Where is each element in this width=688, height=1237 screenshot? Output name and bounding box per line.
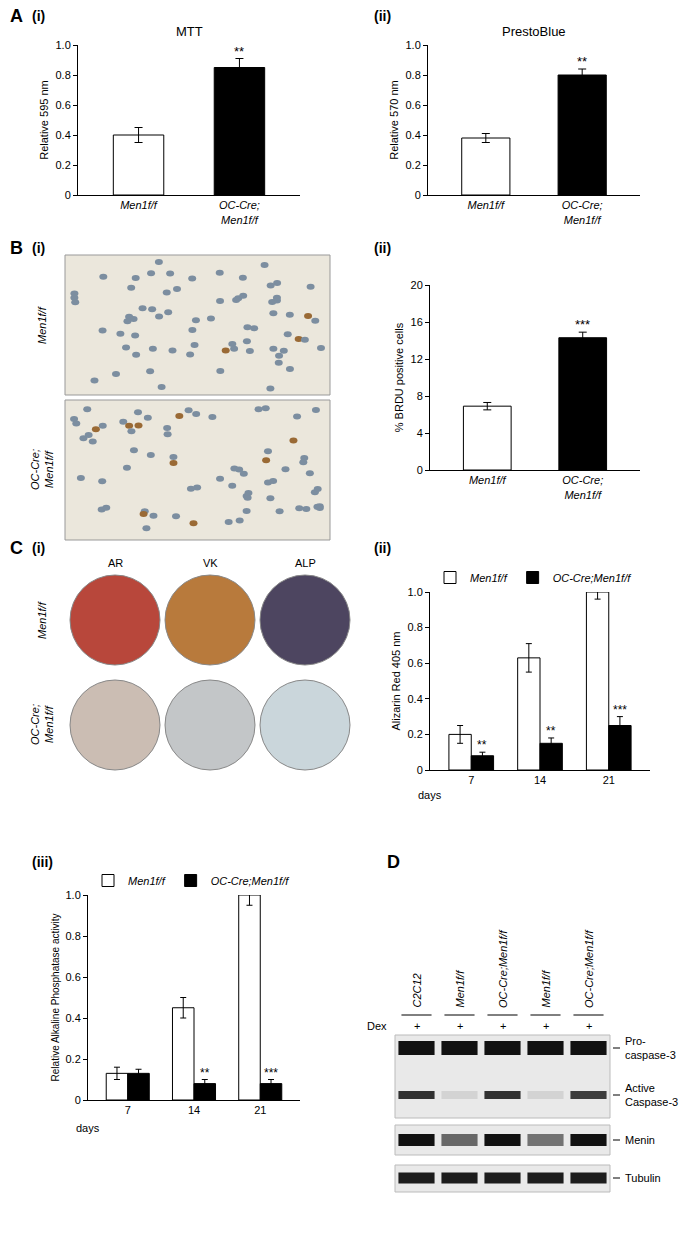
svg-text:(i): (i): [32, 240, 45, 256]
svg-text:21: 21: [254, 1104, 266, 1116]
svg-text:0.8: 0.8: [56, 69, 71, 81]
svg-text:Alizarin Red 405 nm: Alizarin Red 405 nm: [390, 631, 402, 730]
svg-text:OC-Cre;Men1f/f: OC-Cre;Men1f/f: [211, 875, 290, 887]
svg-text:**: **: [477, 738, 487, 752]
svg-text:1.0: 1.0: [406, 39, 421, 51]
svg-text:0: 0: [75, 1094, 81, 1106]
svg-text:0.4: 0.4: [56, 129, 71, 141]
svg-text:Men1f/f: Men1f/f: [36, 601, 48, 639]
svg-text:+: +: [543, 1020, 549, 1032]
svg-text:+: +: [414, 1020, 420, 1032]
svg-text:D: D: [387, 852, 400, 872]
svg-text:16: 16: [411, 316, 423, 328]
svg-text:VK: VK: [203, 557, 218, 569]
svg-text:7: 7: [125, 1104, 131, 1116]
svg-text:***: ***: [575, 317, 590, 332]
svg-text:ALP: ALP: [295, 557, 316, 569]
svg-text:Menin: Menin: [625, 1134, 655, 1146]
svg-text:12: 12: [411, 353, 423, 365]
svg-text:4: 4: [417, 427, 423, 439]
svg-text:8: 8: [417, 390, 423, 402]
svg-text:21: 21: [603, 774, 615, 786]
svg-text:1.0: 1.0: [408, 586, 423, 598]
svg-text:***: ***: [613, 703, 627, 717]
svg-text:Men1f/f: Men1f/f: [454, 970, 466, 1008]
svg-text:14: 14: [188, 1104, 200, 1116]
svg-text:0.6: 0.6: [56, 99, 71, 111]
svg-text:0.4: 0.4: [66, 1012, 81, 1024]
svg-text:Pro-caspase-3: Pro-caspase-3: [625, 1035, 676, 1061]
svg-text:days: days: [418, 789, 442, 801]
svg-text:0.2: 0.2: [66, 1053, 81, 1065]
svg-text:+: +: [586, 1020, 592, 1032]
svg-text:Men1f/f: Men1f/f: [540, 970, 552, 1008]
svg-text:Men1f/f: Men1f/f: [470, 572, 508, 584]
svg-text:(ii): (ii): [374, 8, 391, 24]
svg-text:ActiveCaspase-3: ActiveCaspase-3: [625, 1082, 678, 1108]
svg-text:0.2: 0.2: [406, 159, 421, 171]
svg-text:7: 7: [468, 774, 474, 786]
svg-text:C2C12: C2C12: [411, 973, 423, 1007]
svg-text:0.6: 0.6: [406, 99, 421, 111]
svg-text:A: A: [10, 6, 23, 26]
svg-text:**: **: [200, 1066, 210, 1080]
svg-text:MTT: MTT: [176, 24, 203, 39]
svg-text:AR: AR: [108, 557, 123, 569]
svg-text:+: +: [500, 1020, 506, 1032]
svg-text:0.6: 0.6: [408, 657, 423, 669]
svg-text:0.2: 0.2: [408, 728, 423, 740]
svg-text:C: C: [10, 538, 23, 558]
svg-text:% BRDU positive cells: % BRDU positive cells: [393, 322, 405, 432]
svg-text:0.4: 0.4: [406, 129, 421, 141]
svg-text:(ii): (ii): [374, 540, 391, 556]
svg-text:0.2: 0.2: [56, 159, 71, 171]
svg-text:0.4: 0.4: [408, 693, 423, 705]
svg-text:OC-Cre;Men1f/f: OC-Cre;Men1f/f: [29, 704, 55, 745]
svg-text:B: B: [10, 238, 23, 258]
svg-text:0: 0: [417, 464, 423, 476]
svg-text:0: 0: [415, 189, 421, 201]
svg-text:Men1f/f: Men1f/f: [469, 474, 507, 486]
svg-text:(iii): (iii): [32, 854, 53, 870]
svg-text:14: 14: [534, 774, 546, 786]
svg-text:Dex: Dex: [367, 1020, 387, 1032]
svg-text:**: **: [234, 44, 244, 59]
svg-text:PrestoBlue: PrestoBlue: [502, 24, 566, 39]
svg-text:0: 0: [417, 764, 423, 776]
svg-text:OC-Cre;Men1f/f: OC-Cre;Men1f/f: [29, 449, 55, 490]
svg-text:Relative Alkaline Phosphatase: Relative Alkaline Phosphatase activity: [50, 914, 61, 1082]
svg-text:(ii): (ii): [374, 240, 391, 256]
svg-text:OC-Cre;Men1f/f: OC-Cre;Men1f/f: [497, 929, 509, 1008]
svg-text:Men1f/f: Men1f/f: [120, 199, 158, 211]
svg-text:Relative 570 nm: Relative 570 nm: [388, 80, 400, 160]
svg-text:20: 20: [411, 279, 423, 291]
svg-text:0: 0: [65, 189, 71, 201]
svg-text:OC-Cre;Men1f/f: OC-Cre;Men1f/f: [219, 199, 260, 225]
svg-text:Men1f/f: Men1f/f: [467, 199, 505, 211]
svg-text:0.6: 0.6: [66, 971, 81, 983]
svg-text:Men1f/f: Men1f/f: [36, 306, 48, 344]
svg-text:0.8: 0.8: [408, 621, 423, 633]
svg-text:0.8: 0.8: [66, 930, 81, 942]
svg-text:Men1f/f: Men1f/f: [128, 875, 166, 887]
svg-text:1.0: 1.0: [56, 39, 71, 51]
svg-text:days: days: [76, 1122, 100, 1134]
svg-text:**: **: [577, 54, 587, 69]
svg-text:OC-Cre;Men1f/f: OC-Cre;Men1f/f: [553, 572, 632, 584]
svg-text:OC-Cre;Men1f/f: OC-Cre;Men1f/f: [562, 199, 603, 225]
svg-text:(i): (i): [32, 540, 45, 556]
svg-text:0.8: 0.8: [406, 69, 421, 81]
svg-text:Relative 595 nm: Relative 595 nm: [38, 80, 50, 160]
svg-text:(i): (i): [32, 8, 45, 24]
svg-text:**: **: [546, 724, 556, 738]
svg-text:1.0: 1.0: [66, 889, 81, 901]
svg-text:Tubulin: Tubulin: [625, 1172, 661, 1184]
svg-text:+: +: [457, 1020, 463, 1032]
svg-text:***: ***: [264, 1066, 278, 1080]
svg-text:OC-Cre;Men1f/f: OC-Cre;Men1f/f: [562, 474, 603, 500]
svg-text:OC-Cre;Men1f/f: OC-Cre;Men1f/f: [583, 929, 595, 1008]
